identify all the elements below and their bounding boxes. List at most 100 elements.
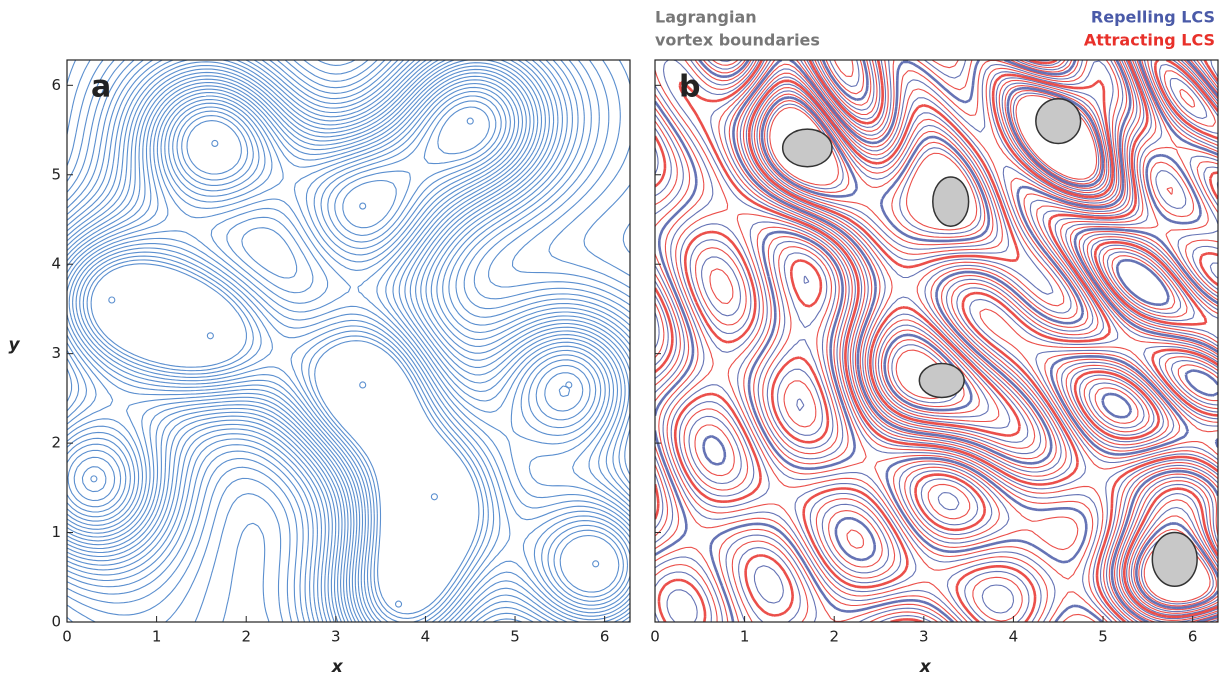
contour-line [622, 222, 630, 254]
contour-line [67, 86, 630, 622]
plot-area [67, 60, 630, 622]
contour-line [67, 60, 630, 622]
lcs-curve [655, 60, 1218, 622]
lcs-curve [760, 86, 1218, 610]
contour-center [108, 296, 116, 304]
lcs-curve [756, 82, 1218, 613]
lcs-curve [655, 77, 1208, 511]
y-axis-label: y [8, 335, 20, 355]
x-tick-label: 6 [600, 628, 610, 646]
contour-center [466, 117, 474, 125]
contour-line [67, 60, 630, 622]
contour-line [67, 60, 630, 622]
x-tick-label: 0 [62, 628, 72, 646]
contour-line [67, 60, 630, 622]
contour-line [67, 68, 630, 622]
x-tick-label: 2 [241, 628, 251, 646]
lcs-curve [739, 60, 1218, 622]
lcs-curve [769, 94, 1211, 603]
lcs-curve [702, 60, 1218, 622]
lcs-curve [758, 85, 1218, 611]
legend-entry: Repelling LCS [1091, 8, 1215, 27]
y-tick-label: 2 [51, 434, 61, 452]
contour-line [67, 60, 630, 622]
x-tick-label: 2 [829, 628, 839, 646]
contour-center [359, 202, 367, 210]
lcs-curve [1101, 258, 1170, 419]
contour-line [67, 79, 630, 622]
y-tick-label: 0 [51, 613, 61, 631]
contour-line [67, 60, 630, 622]
y-tick-label: 5 [51, 165, 61, 183]
lcs-curve [655, 60, 1218, 622]
contour-line [67, 60, 630, 622]
x-tick-label: 3 [919, 628, 929, 646]
lcs-curve [655, 60, 1218, 622]
lcs-curve [655, 60, 1218, 622]
x-tick-label: 5 [1098, 628, 1108, 646]
contour-line [67, 60, 630, 622]
vortex-boundary [932, 176, 970, 227]
lcs-curve [736, 60, 1218, 622]
annotation: vortex boundaries [655, 31, 820, 50]
contour-line [67, 90, 630, 622]
y-tick-label: 1 [51, 523, 61, 541]
lcs-curve [655, 60, 1218, 622]
x-tick-label: 0 [650, 628, 660, 646]
contour-line [67, 62, 630, 622]
lcs-curve [683, 60, 1218, 622]
contour-line [67, 60, 630, 622]
panel-label: a [91, 70, 111, 105]
lcs-curve [751, 77, 1218, 616]
contour-line [67, 82, 630, 622]
lcs-curve [655, 70, 1217, 520]
contour-line [67, 65, 630, 622]
contour-line [67, 60, 630, 622]
contour-line [67, 60, 630, 622]
contour-line [67, 72, 630, 622]
lcs-curve [655, 60, 1218, 622]
lcs-curve [655, 63, 1218, 604]
annotation: Lagrangian [655, 8, 757, 27]
contour-center [394, 600, 403, 608]
lcs-curve [753, 79, 1218, 614]
lcs-curve [764, 90, 1217, 607]
x-tick-label: 4 [421, 628, 431, 646]
contour-line [67, 75, 630, 622]
x-tick-label: 1 [740, 628, 750, 646]
vortex-boundary [781, 128, 833, 168]
x-tick-label: 5 [510, 628, 520, 646]
contour-center [592, 560, 600, 568]
x-axis-label: x [331, 657, 344, 675]
lcs-curve [766, 92, 1214, 605]
contour-line [73, 95, 629, 622]
vortex-boundary [918, 362, 965, 399]
contour-center [211, 139, 219, 148]
lcs-curve [745, 60, 1218, 620]
lcs-curve [1094, 88, 1196, 424]
lcs-curve [655, 60, 1218, 622]
lcs-curve [657, 60, 1218, 622]
lcs-curve [742, 60, 1218, 621]
vortex-boundary [1035, 97, 1082, 145]
vortex-boundary [1151, 531, 1198, 587]
plot-area [655, 60, 1218, 622]
contour-line [67, 60, 630, 622]
plot-frame [654, 59, 1219, 623]
lcs-curve [747, 73, 1218, 619]
contour-center [206, 332, 214, 340]
legend-entry: Attracting LCS [1084, 31, 1215, 50]
x-axis-label: x [919, 657, 932, 675]
x-tick-label: 1 [152, 628, 162, 646]
contour-line [90, 106, 620, 615]
x-tick-label: 4 [1009, 628, 1019, 646]
contour-line [67, 60, 630, 622]
lcs-curve [694, 60, 1218, 622]
contour-center [359, 381, 367, 389]
panel-label: b [679, 70, 700, 105]
x-tick-label: 3 [331, 628, 341, 646]
x-tick-label: 6 [1188, 628, 1198, 646]
y-tick-label: 6 [51, 76, 61, 94]
plot-frame [66, 59, 631, 623]
